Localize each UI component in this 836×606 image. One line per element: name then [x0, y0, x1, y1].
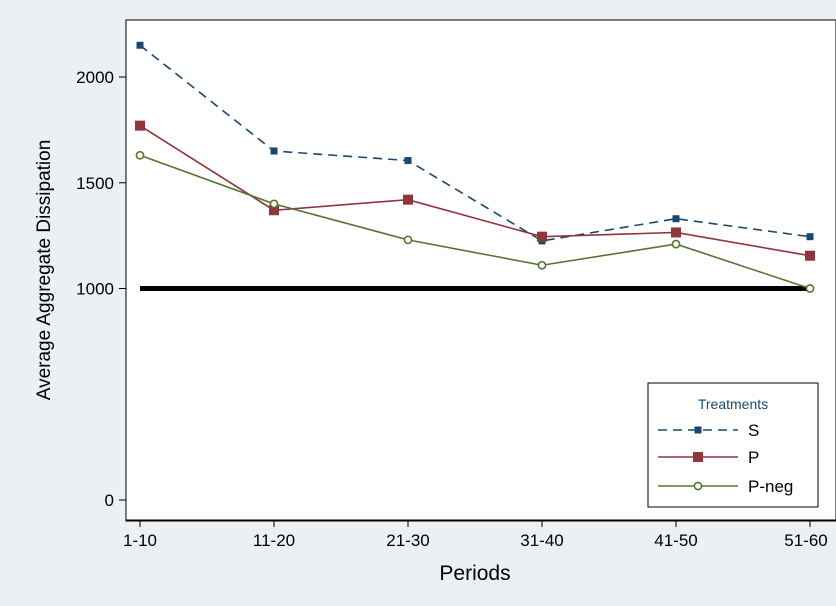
data-point-p-neg [135, 150, 145, 160]
data-point-p-neg [537, 260, 547, 270]
legend-marker-p-neg [693, 481, 703, 491]
y-tick-label: 0 [105, 491, 114, 510]
x-tick-label: 51-60 [784, 531, 827, 550]
data-point-p [135, 120, 145, 131]
x-axis-label: Periods [439, 562, 510, 585]
x-tick-label: 31-40 [520, 531, 563, 550]
data-point-s [672, 215, 680, 223]
data-point-s [136, 41, 144, 49]
legend-marker-p [693, 452, 703, 462]
data-point-p [269, 205, 279, 216]
data-point-p-neg [403, 235, 413, 245]
data-point-p-neg [671, 239, 681, 249]
x-tick-label: 11-20 [253, 531, 295, 550]
data-point-p [537, 231, 547, 242]
data-point-s [806, 233, 814, 241]
series-line-p-neg [139, 154, 811, 290]
y-tick-label: 1000 [76, 280, 114, 299]
legend-label-p: P [748, 448, 759, 467]
series-p-neg [135, 150, 815, 293]
legend-label-s: S [748, 421, 759, 440]
y-tick-label: 2000 [76, 68, 114, 87]
data-point-s [404, 157, 412, 165]
data-point-p [805, 250, 815, 261]
data-point-p-neg [805, 284, 815, 293]
y-axis-label: Average Aggregate Dissipation [34, 140, 55, 401]
data-point-p-neg [269, 199, 279, 209]
series-layer [135, 41, 815, 293]
data-point-s [270, 147, 278, 155]
legend-title: Treatments [698, 396, 768, 412]
legend-entries: SP P-neg [658, 421, 793, 496]
x-tick-label: 21-30 [386, 531, 429, 550]
axis-layer: 0 1000 1500 2000 1-10 11-20 21-30 31-40 41-50 51-… [76, 20, 836, 550]
y-tick-label: 1500 [76, 174, 114, 193]
series-line-s [139, 44, 811, 242]
x-tick-label: 41-50 [654, 531, 697, 550]
x-tick-label: 1-10 [123, 531, 157, 550]
data-point-p [671, 227, 681, 238]
legend-label-p-neg: P-neg [748, 477, 793, 496]
data-point-p [403, 194, 413, 205]
legend: Treatments SP P-neg [647, 382, 819, 508]
legend-marker-s [694, 426, 702, 434]
